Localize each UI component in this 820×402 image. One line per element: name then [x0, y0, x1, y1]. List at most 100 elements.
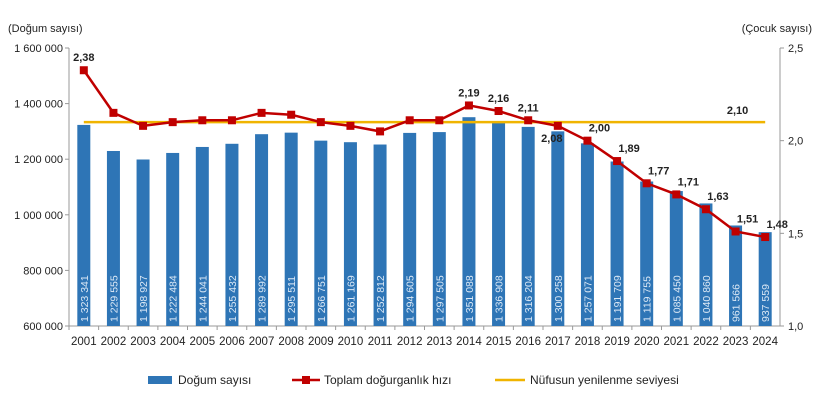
x-tick-label: 2002: [101, 336, 127, 348]
x-tick-label: 2018: [575, 336, 601, 348]
bar-value-label: 1 191 709: [612, 275, 624, 322]
legend-marker-fertility: [302, 376, 310, 384]
x-tick-label: 2004: [160, 336, 186, 348]
bar-value-label: 1 289 992: [257, 275, 269, 322]
fertility-marker: [553, 121, 562, 130]
bar: [136, 159, 150, 326]
bar-value-label: 1 119 755: [642, 276, 654, 322]
bar-value-label: 1 323 341: [79, 275, 91, 322]
bar-value-label: 1 257 071: [582, 275, 594, 322]
bar: [758, 232, 772, 326]
bar-value-label: 1 222 484: [168, 275, 180, 322]
x-tick-label: 2008: [278, 336, 304, 348]
bar-value-label: 1 351 088: [464, 275, 476, 322]
fertility-marker: [227, 116, 236, 125]
fertility-marker: [435, 116, 444, 125]
x-tick-label: 2006: [219, 336, 245, 348]
x-tick-label: 2009: [308, 336, 334, 348]
bar: [551, 131, 565, 326]
x-tick-label: 2023: [723, 336, 749, 348]
legend-label-replacement: Nüfusun yenilenme seviyesi: [530, 373, 679, 387]
bar: [255, 134, 269, 326]
bar: [729, 225, 743, 326]
fertility-value-label: 1,63: [707, 191, 728, 203]
left-tick-label: 800 000: [23, 265, 63, 277]
replacement-level-label: 2,10: [727, 105, 748, 117]
bar-value-label: 1 255 432: [227, 275, 239, 322]
bar: [225, 143, 239, 326]
bar-value-label: 961 566: [731, 284, 743, 322]
bar: [106, 150, 120, 326]
x-tick-label: 2022: [693, 336, 719, 348]
bar: [314, 140, 328, 326]
fertility-marker: [761, 233, 770, 242]
x-tick-label: 2015: [486, 336, 512, 348]
bar-value-label: 1 295 511: [286, 276, 298, 322]
x-tick-label: 2005: [190, 336, 216, 348]
x-tick-label: 2001: [71, 336, 97, 348]
fertility-marker: [405, 116, 414, 125]
fertility-value-label: 2,16: [488, 93, 509, 105]
fertility-marker: [109, 108, 118, 117]
fertility-marker: [376, 127, 385, 136]
right-axis-title: (Çocuk sayısı): [742, 23, 812, 35]
fertility-value-label: 2,11: [518, 102, 539, 114]
x-tick-label: 2014: [456, 336, 482, 348]
bar: [492, 121, 506, 326]
fertility-marker: [464, 101, 473, 110]
fertility-marker: [494, 107, 503, 116]
x-tick-label: 2010: [338, 336, 364, 348]
fertility-marker: [346, 121, 355, 130]
bar: [699, 203, 713, 326]
x-tick-label: 2020: [634, 336, 660, 348]
bar: [195, 146, 209, 326]
bar-value-label: 1 266 751: [316, 275, 328, 322]
bar-value-label: 1 040 860: [701, 275, 713, 322]
fertility-marker: [731, 227, 740, 236]
bar: [343, 142, 357, 326]
left-tick-label: 1 400 000: [14, 99, 63, 111]
x-tick-label: 2021: [664, 336, 690, 348]
right-tick-label: 2,5: [788, 43, 803, 55]
bar: [166, 152, 180, 326]
fertility-marker: [524, 116, 533, 125]
fertility-value-label: 2,38: [73, 52, 94, 64]
bar: [403, 132, 417, 326]
fertility-value-label: 1,77: [648, 165, 669, 177]
fertility-line: [82, 69, 766, 239]
x-tick-label: 2017: [545, 336, 571, 348]
bar: [284, 132, 298, 326]
fertility-value-label: 1,89: [618, 143, 639, 155]
bar-value-label: 1 085 450: [671, 275, 683, 322]
bar-value-label: 1 198 927: [138, 275, 150, 322]
fertility-value-label: 2,00: [589, 123, 610, 135]
x-tick-label: 2013: [427, 336, 453, 348]
x-tick-label: 2016: [515, 336, 541, 348]
bar: [77, 124, 91, 327]
x-tick-label: 2012: [397, 336, 423, 348]
left-axis-title: (Doğum sayısı): [8, 23, 83, 35]
fertility-marker: [139, 121, 148, 130]
left-tick-label: 1 000 000: [14, 210, 63, 222]
bar: [610, 161, 624, 326]
bar-value-label: 1 336 908: [494, 275, 506, 322]
right-tick-label: 2,0: [788, 136, 803, 148]
x-tick-label: 2019: [604, 336, 630, 348]
right-tick-label: 1,5: [788, 228, 803, 240]
fertility-value-label: 1,71: [678, 176, 699, 188]
bar: [640, 181, 654, 326]
left-tick-label: 1 200 000: [14, 154, 63, 166]
bar-value-label: 1 297 505: [434, 275, 446, 322]
bar: [462, 117, 476, 326]
bar: [669, 191, 683, 326]
bar-value-label: 1 316 204: [523, 275, 535, 322]
x-tick-label: 2007: [249, 336, 275, 348]
bar-value-label: 1 244 041: [197, 275, 209, 322]
x-tick-label: 2024: [752, 336, 778, 348]
bar-value-label: 1 261 169: [345, 275, 357, 322]
left-tick-label: 1 600 000: [14, 43, 63, 55]
fertility-value-label: 1,48: [766, 219, 787, 231]
fertility-marker: [79, 66, 88, 75]
